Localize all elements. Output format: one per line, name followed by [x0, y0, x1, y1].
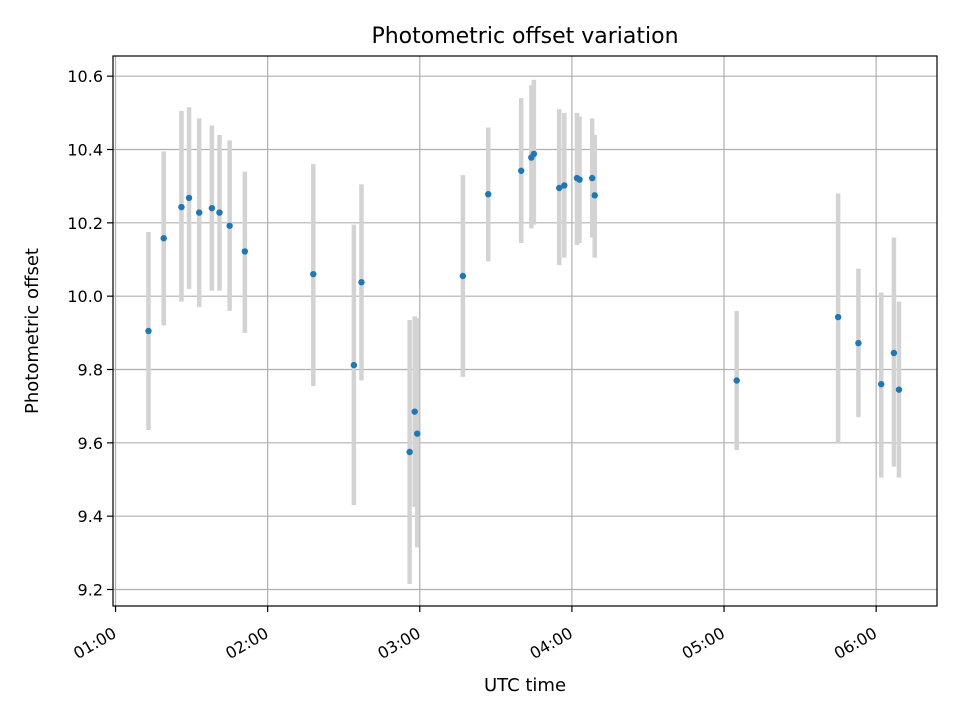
data-point — [530, 150, 538, 158]
data-point — [406, 448, 413, 456]
chart-title: Photometric offset variation — [371, 24, 678, 49]
data-point — [855, 339, 862, 347]
y-axis-label: Photometric offset — [22, 248, 43, 414]
data-point — [834, 313, 842, 321]
data-point — [561, 182, 568, 189]
y-axis-ticks: 9.2 9.4 9.6 9.8 10.0 10.2 10.4 10.6 — [67, 67, 113, 600]
data-points — [145, 150, 903, 456]
grid — [113, 56, 937, 606]
data-point — [208, 204, 216, 212]
data-point — [196, 209, 203, 216]
data-point — [160, 235, 167, 242]
y-tick-label: 10.4 — [67, 141, 103, 160]
data-point — [576, 176, 583, 183]
y-tick-label: 10.6 — [67, 67, 103, 86]
data-point — [895, 386, 903, 393]
data-point — [358, 279, 365, 286]
data-point — [411, 408, 418, 415]
y-tick-label: 9.6 — [78, 434, 103, 453]
data-point — [890, 349, 898, 357]
plot-frame — [112, 55, 938, 607]
data-point — [459, 272, 467, 280]
data-point — [216, 209, 223, 216]
data-point — [414, 430, 421, 437]
data-point — [517, 167, 525, 174]
data-point — [145, 327, 152, 335]
data-point — [185, 194, 193, 202]
data-point — [878, 380, 885, 388]
data-point — [178, 203, 185, 211]
data-point — [588, 174, 596, 182]
x-axis-label: UTC time — [484, 675, 566, 696]
y-tick-label: 9.8 — [78, 361, 103, 380]
y-tick-label: 10.0 — [67, 287, 103, 306]
data-point — [310, 270, 317, 278]
data-point — [226, 222, 233, 229]
data-point — [556, 184, 563, 192]
y-tick-label: 10.2 — [67, 214, 103, 233]
y-tick-label: 9.4 — [78, 507, 103, 526]
y-tick-label: 9.2 — [78, 581, 103, 600]
data-point — [350, 361, 358, 369]
data-point — [733, 377, 740, 384]
data-point — [591, 192, 598, 199]
data-point — [485, 191, 492, 198]
data-point — [241, 248, 249, 255]
